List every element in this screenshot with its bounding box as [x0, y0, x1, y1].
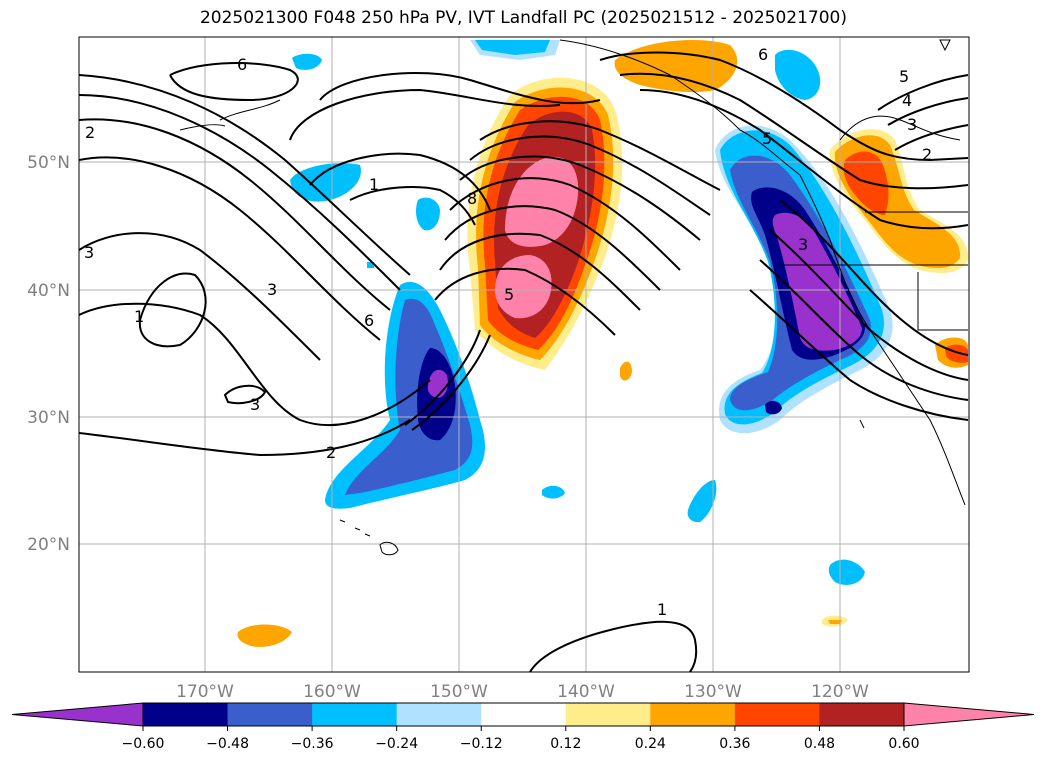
lon-label: 130°W — [684, 682, 742, 702]
contour-label: 4 — [902, 91, 912, 110]
contour-label: 3 — [267, 280, 277, 299]
lon-label: 160°W — [303, 682, 361, 702]
map-panel: 1 2 3 3 3 4 5 6 6 8 5 3 2 1 1 2 5 6 3 — [79, 37, 969, 672]
lat-label: 50°N — [27, 153, 70, 173]
colorbar-tick-label: −0.24 — [375, 736, 418, 752]
colorbar-segment — [143, 703, 229, 726]
pv-contours — [79, 51, 969, 672]
lon-label: 170°W — [176, 682, 234, 702]
contour-label: 5 — [899, 67, 909, 86]
colorbar-segment — [565, 703, 651, 726]
contour-label: 5 — [504, 285, 514, 304]
map-frame — [78, 36, 970, 673]
latitude-labels: 50°N 40°N 30°N 20°N — [27, 153, 70, 555]
lat-label: 40°N — [27, 281, 70, 301]
map-title: 2025021300 F048 250 hPa PV, IVT Landfall… — [199, 8, 847, 28]
contour-label: 5 — [762, 129, 772, 148]
colorbar-tick-label: 0.36 — [719, 736, 750, 752]
colorbar-segment — [396, 703, 482, 726]
contour-label: 6 — [364, 311, 374, 330]
colorbar: −0.60 −0.48 −0.36 −0.24 −0.12 0.12 0.24 0.36 0.4… — [11, 702, 1035, 752]
colorbar-segment — [819, 703, 905, 726]
colorbar-outline — [142, 702, 905, 727]
longitude-labels: 170°W 160°W 150°W 140°W 130°W 120°W — [176, 682, 869, 702]
contour-label: 1 — [134, 307, 144, 326]
colorbar-segment — [227, 703, 313, 726]
colorbar-extend-left — [11, 702, 144, 727]
colorbar-segment — [650, 703, 736, 726]
contour-label: 3 — [907, 115, 917, 134]
colorbar-tick-label: −0.48 — [206, 736, 249, 752]
contour-label: 3 — [798, 235, 808, 254]
colorbar-tick-label: −0.12 — [460, 736, 503, 752]
contour-label: 1 — [657, 600, 667, 619]
map-gridlines — [79, 37, 969, 672]
contour-label: 1 — [369, 175, 379, 194]
contour-label: 3 — [84, 243, 94, 262]
contour-label: 6 — [237, 55, 247, 74]
lon-label: 140°W — [557, 682, 615, 702]
contour-label: 3 — [250, 395, 260, 414]
contour-label: 2 — [922, 145, 932, 164]
colorbar-segment — [734, 703, 820, 726]
colorbar-tick-label: 0.24 — [635, 736, 666, 752]
colorbar-segment — [481, 703, 567, 726]
lon-label: 150°W — [430, 682, 488, 702]
colorbar-tick-label: −0.60 — [122, 736, 165, 752]
lat-label: 30°N — [27, 408, 70, 428]
colorbar-extend-right — [903, 702, 1035, 727]
lon-label: 120°W — [811, 682, 869, 702]
colorbar-tick-label: 0.12 — [550, 736, 581, 752]
colorbar-tick-label: −0.36 — [291, 736, 334, 752]
lat-label: 20°N — [27, 535, 70, 555]
colorbar-tick-label: 0.48 — [804, 736, 835, 752]
contour-label: 2 — [326, 443, 336, 462]
contour-label: 6 — [758, 45, 768, 64]
pv-anomaly-shading — [237, 40, 969, 647]
contour-labels: 1 2 3 3 3 4 5 6 6 8 5 3 2 1 1 2 5 6 3 — [84, 45, 932, 619]
colorbar-segment — [312, 703, 398, 726]
contour-label: 2 — [85, 123, 95, 142]
contour-label: 8 — [467, 189, 477, 208]
colorbar-tick-label: 0.60 — [888, 736, 919, 752]
